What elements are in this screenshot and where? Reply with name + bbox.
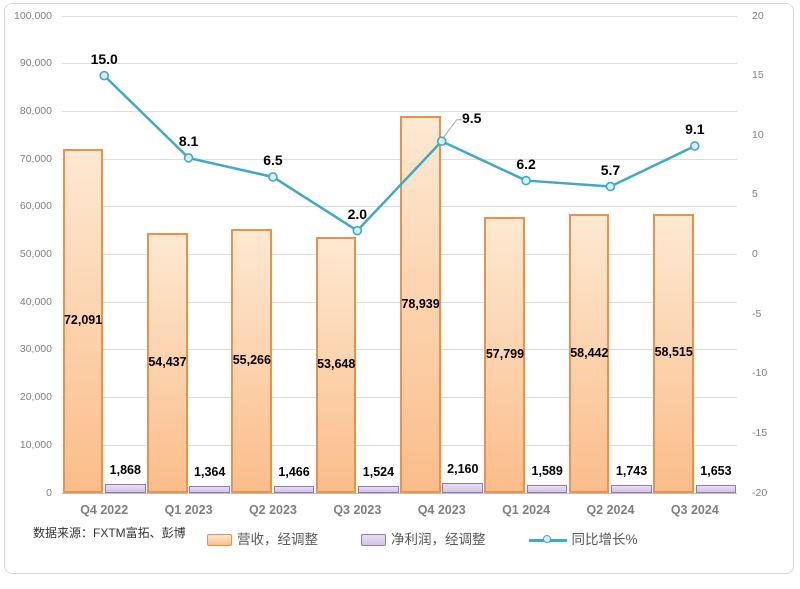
profit-bar	[611, 484, 652, 493]
profit-bar-label: 1,868	[109, 463, 141, 478]
profit-bar	[189, 486, 230, 493]
profit-bar-label: 1,524	[362, 464, 395, 479]
growth-point-label: 5.7	[600, 161, 621, 178]
gridline	[62, 254, 737, 255]
profit-bar-label: 1,364	[194, 465, 226, 480]
x-axis-label: Q4 2022	[80, 503, 129, 517]
profit-bar-label: 1,743	[615, 463, 648, 478]
right-axis-tick: -20	[752, 486, 768, 499]
right-axis-tick: 20	[752, 9, 764, 22]
left-axis-tick: 20,000	[19, 391, 52, 404]
x-axis-label: Q1 2023	[164, 503, 213, 517]
revenue-bar	[146, 233, 188, 493]
growth-point-label: 6.5	[263, 151, 283, 168]
revenue-swatch-icon	[207, 534, 232, 546]
right-axis-tick: 10	[752, 128, 764, 141]
profit-bar	[358, 485, 399, 493]
gridline	[62, 444, 737, 446]
x-axis-label: Q2 2024	[586, 503, 635, 517]
source-note: 数据来源：FXTM富拓、彭博	[33, 526, 186, 540]
left-axis-tick: 40,000	[19, 295, 52, 308]
profit-bar	[526, 485, 568, 493]
growth-point-label: 9.1	[685, 120, 705, 137]
right-axis-tick: 0	[752, 248, 758, 260]
growth-point-label: 6.2	[516, 155, 536, 172]
revenue-bar-label: 55,266	[232, 353, 271, 368]
legend: 营收，经调整 净利润，经调整 同比增长%	[207, 531, 638, 549]
revenue-bar	[315, 237, 357, 493]
right-axis-tick: 15	[752, 69, 764, 82]
gridline	[62, 301, 737, 303]
growth-point-label: 8.1	[178, 132, 199, 149]
x-axis-label: Q3 2024	[670, 503, 719, 517]
x-axis-label: Q2 2023	[248, 503, 297, 517]
revenue-bar-label: 53,648	[317, 357, 356, 372]
left-axis-tick: 80,000	[19, 104, 52, 117]
growth-point-label: 2.0	[347, 205, 368, 222]
left-axis-tick: 0	[46, 486, 52, 499]
left-axis-tick: 90,000	[19, 57, 52, 70]
legend-label-growth: 同比增长%	[571, 532, 638, 547]
x-axis-label: Q3 2023	[333, 503, 382, 517]
growth-point-label: 9.5	[461, 110, 482, 127]
legend-item-revenue: 营收，经调整	[207, 531, 318, 549]
gridline	[62, 492, 737, 494]
gridline	[62, 63, 737, 65]
profit-bar	[104, 484, 146, 493]
gridline	[62, 15, 737, 17]
profit-bar	[695, 485, 737, 493]
gridline	[62, 397, 737, 399]
growth-line-marker-icon	[528, 534, 567, 546]
legend-item-profit: 净利润，经调整	[361, 531, 486, 549]
left-axis-tick: 30,000	[19, 343, 52, 356]
revenue-bar	[568, 214, 610, 493]
revenue-bar	[231, 229, 272, 493]
profit-bar-label: 1,589	[531, 464, 563, 479]
profit-bar-label: 2,160	[447, 461, 479, 476]
right-axis-tick: -10	[752, 367, 768, 380]
right-axis-tick: -5	[752, 307, 762, 320]
revenue-bar-label: 57,799	[485, 347, 525, 362]
gridline	[62, 349, 737, 351]
profit-swatch-icon	[361, 534, 386, 546]
revenue-bar-label: 72,091	[63, 313, 103, 328]
profit-bar	[273, 486, 315, 493]
left-axis-tick: 70,000	[19, 152, 52, 165]
x-axis-label: Q1 2024	[502, 503, 551, 517]
x-axis-label: Q4 2023	[417, 503, 466, 517]
profit-bar-label: 1,466	[278, 465, 310, 479]
revenue-bar-label: 78,939	[401, 296, 440, 311]
revenue-bar-label: 58,515	[654, 345, 693, 360]
left-axis-tick: 10,000	[19, 438, 52, 451]
left-axis-tick: 50,000	[19, 248, 52, 260]
legend-item-growth: 同比增长%	[528, 531, 638, 549]
right-axis-tick: -15	[752, 426, 768, 439]
revenue-bar-label: 54,437	[148, 355, 187, 370]
revenue-bar	[484, 217, 526, 493]
revenue-bar	[62, 149, 104, 493]
gridline	[62, 110, 737, 112]
growth-point-label: 15.0	[90, 50, 118, 67]
legend-label-profit: 净利润，经调整	[391, 532, 486, 547]
legend-label-revenue: 营收，经调整	[237, 532, 318, 547]
left-axis-tick: 100,000	[14, 9, 52, 22]
left-axis-tick: 60,000	[19, 200, 52, 213]
revenue-bar-label: 58,442	[570, 345, 609, 360]
profit-bar	[442, 482, 484, 493]
right-axis-tick: 5	[752, 188, 758, 201]
profit-bar-label: 1,653	[700, 464, 732, 479]
